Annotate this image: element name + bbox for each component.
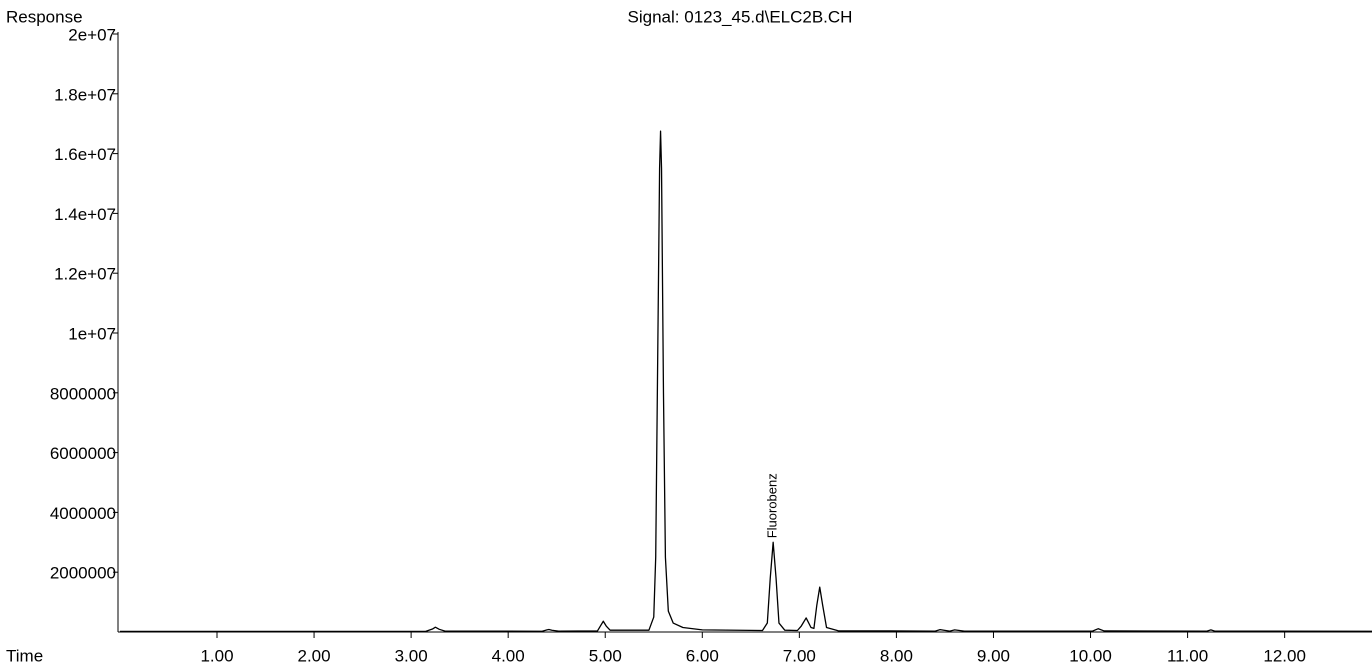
peak-annotation: Fluorobenz	[765, 473, 780, 538]
y-axis-label: Response	[6, 7, 83, 26]
x-tick-label: 3.00	[395, 646, 428, 665]
x-tick-label: 12.00	[1263, 646, 1306, 665]
x-axis-label: Time	[6, 646, 43, 665]
x-tick-label: 7.00	[783, 646, 816, 665]
y-tick-label: 1.2e+07	[54, 265, 116, 284]
x-tick-label: 10.00	[1069, 646, 1112, 665]
x-tick-label: 8.00	[880, 646, 913, 665]
y-tick-label: 1.4e+07	[54, 205, 116, 224]
x-tick-label: 2.00	[298, 646, 331, 665]
x-tick-label: 4.00	[492, 646, 525, 665]
y-tick-label: 4000000	[50, 504, 116, 523]
y-tick-label: 1.6e+07	[54, 145, 116, 164]
y-tick-label: 2000000	[50, 564, 116, 583]
x-tick-label: 1.00	[200, 646, 233, 665]
x-tick-label: 6.00	[686, 646, 719, 665]
x-tick-label: 9.00	[977, 646, 1010, 665]
x-tick-label: 5.00	[589, 646, 622, 665]
y-tick-label: 1e+07	[68, 324, 116, 343]
x-tick-label: 11.00	[1167, 646, 1208, 665]
y-tick-label: 2e+07	[68, 25, 116, 44]
y-tick-label: 8000000	[50, 384, 116, 403]
y-tick-label: 1.8e+07	[54, 85, 116, 104]
signal-trace	[119, 130, 1372, 633]
y-tick-label: 6000000	[50, 444, 116, 463]
chart-title: Signal: 0123_45.d\ELC2B.CH	[628, 7, 853, 26]
